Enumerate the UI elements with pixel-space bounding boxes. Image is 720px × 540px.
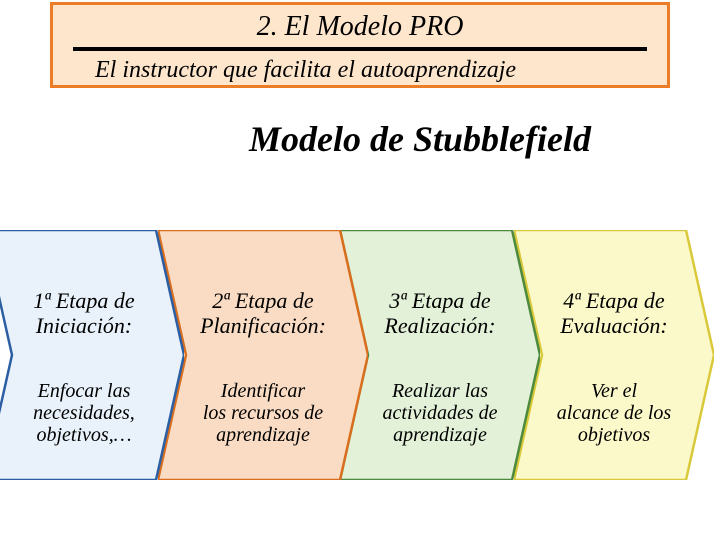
stage-title-line1: 2ª Etapa de [164, 288, 362, 313]
stage-desc-line2: necesidades, [0, 402, 176, 424]
stage-desc-3: Realizar lasactividades deaprendizaje [340, 380, 540, 446]
stage-title-line2: Planificación: [164, 313, 362, 338]
stage-desc-2: Identificarlos recursos deaprendizaje [158, 380, 368, 446]
stage-desc-line3: objetivos [522, 424, 706, 446]
stage-desc-line3: objetivos,… [0, 424, 176, 446]
stage-3: 3ª Etapa deRealización: Realizar lasactiv… [340, 230, 540, 480]
stage-title-line2: Iniciación: [0, 313, 178, 338]
stage-title-3: 3ª Etapa deRealización: [340, 288, 540, 339]
stage-desc-line2: actividades de [348, 402, 532, 424]
header-divider [73, 47, 647, 51]
stage-desc-line3: aprendizaje [166, 424, 360, 446]
stage-desc-line1: Identificar [166, 380, 360, 402]
stage-desc-line1: Enfocar las [0, 380, 176, 402]
stage-desc-1: Enfocar lasnecesidades,objetivos,… [0, 380, 184, 446]
stage-title-line1: 1ª Etapa de [0, 288, 178, 313]
main-title: Modelo de Stubblefield [0, 118, 720, 160]
header-subtitle: El instructor que facilita el autoaprend… [65, 57, 655, 84]
stage-title-line2: Realización: [346, 313, 534, 338]
stage-desc-4: Ver elalcance de losobjetivos [514, 380, 714, 446]
stage-desc-line2: los recursos de [166, 402, 360, 424]
stages-container: 1ª Etapa deIniciación: Enfocar lasnecesid… [0, 230, 720, 500]
stage-title-4: 4ª Etapa deEvaluación: [514, 288, 714, 339]
stage-title-line1: 3ª Etapa de [346, 288, 534, 313]
stage-2: 2ª Etapa dePlanificación: Identificarlos … [158, 230, 368, 480]
stage-desc-line1: Realizar las [348, 380, 532, 402]
stage-title-2: 2ª Etapa dePlanificación: [158, 288, 368, 339]
header-box: 2. El Modelo PRO El instructor que facil… [50, 2, 670, 88]
stage-4: 4ª Etapa deEvaluación: Ver elalcance de l… [514, 230, 714, 480]
stage-desc-line1: Ver el [522, 380, 706, 402]
stage-1: 1ª Etapa deIniciación: Enfocar lasnecesid… [0, 230, 184, 480]
stage-desc-line3: aprendizaje [348, 424, 532, 446]
stage-title-line1: 4ª Etapa de [520, 288, 708, 313]
header-title: 2. El Modelo PRO [65, 11, 655, 43]
stage-desc-line2: alcance de los [522, 402, 706, 424]
stage-title-1: 1ª Etapa deIniciación: [0, 288, 184, 339]
stage-title-line2: Evaluación: [520, 313, 708, 338]
